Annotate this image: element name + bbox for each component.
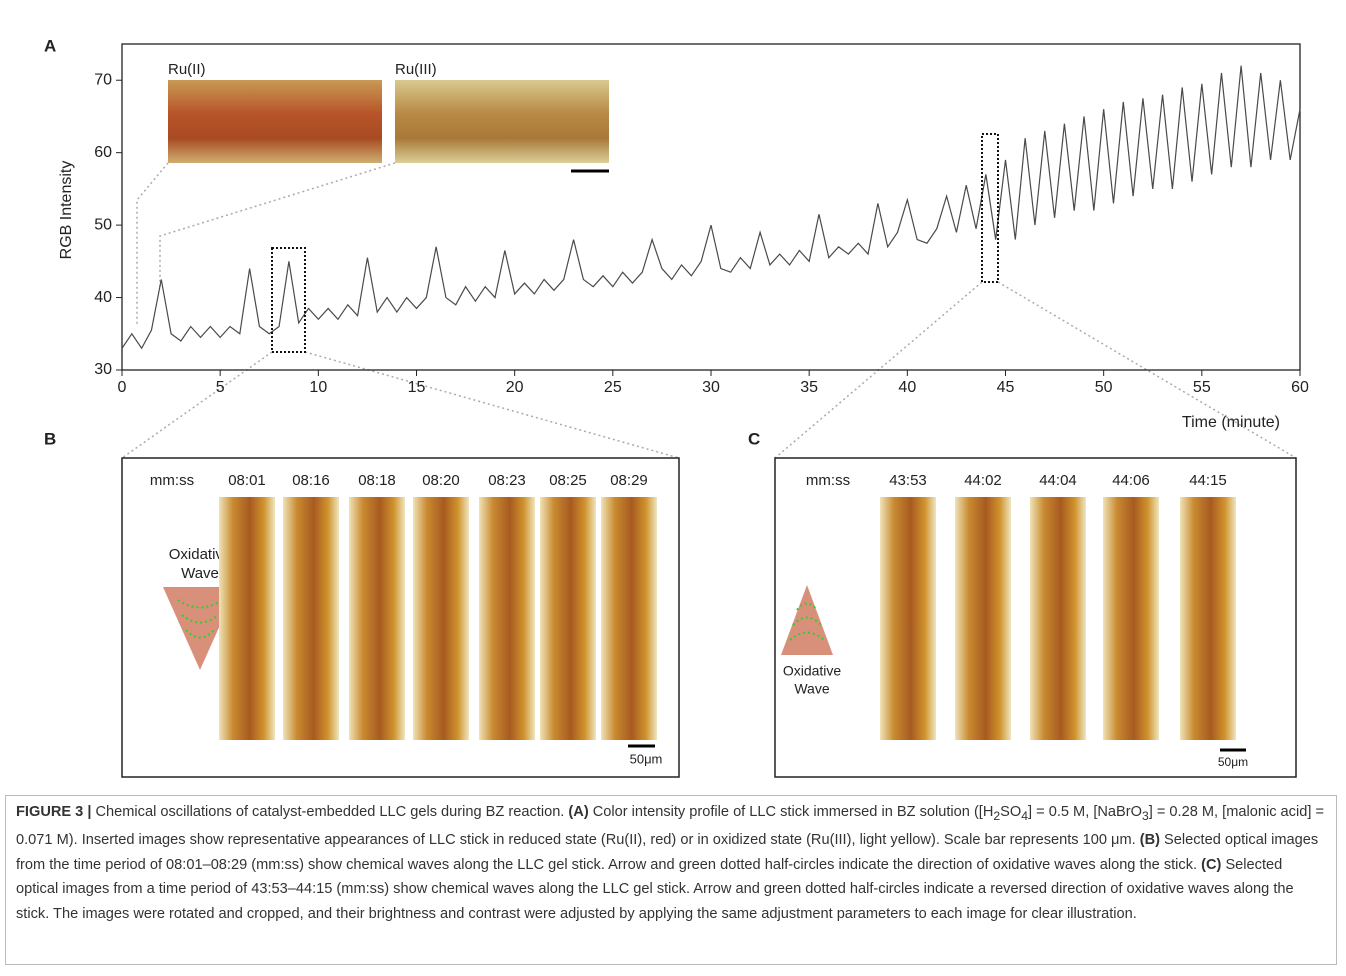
caption-text: ] = 0.28 M, [malonic acid] = 0.071 M). I… [16,804,1324,849]
frame-image [880,497,936,740]
time-label: 44:15 [1189,472,1227,489]
caption-text: (A) [568,804,589,820]
caption-text: Selected optical images from the time pe… [16,832,1319,873]
inset-label: Ru(II) [168,61,206,78]
x-tick-label: 10 [309,379,327,396]
caption-text: ] = 0.5 M, [NaBrO [1028,804,1142,820]
wave-label: Oxidative [169,546,232,563]
x-tick-label: 20 [506,379,524,396]
plot: 0 5 10 15 20 25 30 35 40 45 50 55 60 30 40 50 60 70 Time (… [58,43,1309,431]
panel-label: B [44,429,56,448]
y-tick-label: 60 [94,144,112,161]
wave-label: Wave [181,565,219,582]
x-tick-label: 0 [118,379,127,396]
frame-image [219,497,275,740]
caption-text: 2 [993,808,1001,823]
frame-image [1103,497,1159,740]
caption-text: (B) [1139,832,1160,849]
frame-image [349,497,405,740]
frame-image [1030,497,1086,740]
time-label: 08:25 [549,472,587,489]
x-tick-label: 25 [604,379,622,396]
frame-image [283,497,339,740]
time-label: 44:06 [1112,472,1150,489]
y-tick-label: 50 [94,216,112,233]
time-label: 44:04 [1039,472,1077,489]
caption-text: SO [1000,804,1022,820]
time-label: 43:53 [889,472,927,489]
wave-arcs [177,599,825,641]
inset-label: Ru(III) [395,61,437,78]
x-tick-label: 30 [702,379,720,396]
caption-text: 3 [1141,808,1149,823]
x-tick-label: 55 [1193,379,1211,396]
scale-label: 50μm [1218,755,1248,769]
frame-image [479,497,535,740]
time-label: 08:18 [358,472,396,489]
time-label: 08:20 [422,472,460,489]
caption-text: Color intensity profile of LLC stick imm… [588,804,994,820]
caption-text: Selected optical images from a time peri… [16,856,1294,922]
inset-image [168,80,382,163]
frame-image [413,497,469,740]
time-label: 44:02 [964,472,1002,489]
time-label: mm:ss [806,472,850,489]
x-tick-label: 50 [1095,379,1113,396]
frame-image [955,497,1011,740]
zoom-box [271,247,306,353]
panel-label: C [748,429,760,448]
y-axis-label: RGB Intensity [58,161,75,260]
x-tick-label: 5 [216,379,225,396]
caption-text: Chemical oscillations of catalyst-embedd… [91,804,569,820]
y-tick-label: 30 [94,361,112,378]
panel-frame [121,457,680,778]
x-tick-label: 40 [898,379,916,396]
frame-image [601,497,657,740]
wave-arrow [781,585,833,655]
data-line [121,65,1301,350]
caption-text: FIGURE 3 | [16,804,92,820]
panel-frame [774,457,1297,778]
frame-image [540,497,596,740]
time-label: 08:01 [228,472,266,489]
inset-connectors [121,162,1297,459]
y-tick-label: 40 [94,289,112,306]
x-axis-label: Time (minute) [1182,414,1280,431]
x-tick-label: 15 [408,379,426,396]
caption-text: 4 [1021,808,1029,823]
caption: FIGURE 3 | Chemical oscillations of cata… [5,795,1337,965]
x-tick-label: 45 [997,379,1015,396]
caption-text: (C) [1201,856,1222,873]
wave-label: Oxidative [783,663,842,679]
inset-image [395,80,609,163]
time-label: 08:16 [292,472,330,489]
zoom-box [981,133,999,283]
y-tick-label: 70 [94,71,112,88]
scale-label: 50μm [630,751,663,766]
figure: A B C 0 5 10 15 20 25 30 35 40 45 50 55 60 30 40 50 60 70… [44,36,1309,778]
time-label: mm:ss [150,472,194,489]
x-tick-label: 60 [1291,379,1309,396]
time-label: 08:23 [488,472,526,489]
frame-image [1180,497,1236,740]
wave-label: Wave [794,681,829,697]
panel-label: A [44,36,56,55]
time-label: 08:29 [610,472,648,489]
wave-arrow [163,587,237,670]
x-tick-label: 35 [800,379,818,396]
